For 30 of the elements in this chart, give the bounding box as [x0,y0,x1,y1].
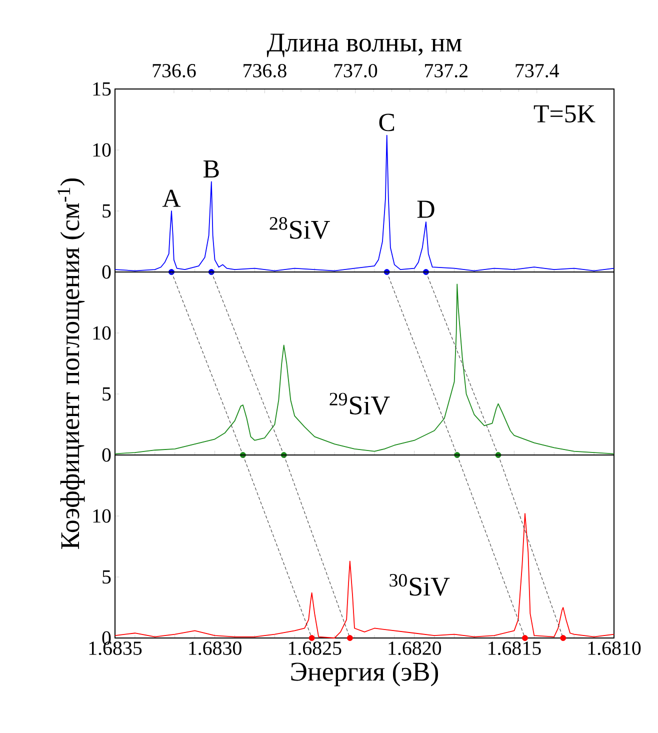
x-tick-label: 1.6830 [189,642,242,656]
x-tick-label: 1.6815 [488,642,541,656]
annotation: C [379,114,394,132]
y-tick-label: 0 [102,448,111,462]
x2-tick-label: 737.2 [425,64,468,78]
x-tick-label: 1.6810 [588,642,641,656]
x-tick-label: 1.6825 [288,642,342,656]
y-tick-label: 5 [102,570,111,584]
series-label: $^{28}$SiV [270,217,330,240]
x-tick-label: 1.6820 [388,642,442,656]
series-label: $^{29}$SiV [330,392,390,415]
annotation: T=5K [534,105,596,123]
series-label: $^{30}$SiV [390,574,450,596]
y-tick-label: 5 [102,387,111,401]
y-tick-label: 0 [102,265,111,279]
x2-tick-label: 737.0 [334,64,378,78]
y-tick-label: 10 [93,143,111,157]
y-tick-label: 15 [93,82,111,96]
y-axis-title: Коэффициент поглощения (см$^{-1}$) [58,178,85,549]
x2-axis-title: Длина волны, нм [266,34,462,58]
x2-tick-label: 737.4 [516,64,559,78]
x2-tick-label: 736.6 [152,64,196,78]
y-tick-label: 10 [93,326,111,340]
annotation: D [417,200,434,218]
x2-tick-label: 736.8 [244,64,286,78]
x-axis-title: Энергия (эВ) [291,662,438,686]
annotation: B [204,160,219,178]
annotation: A [162,190,181,207]
y-tick-label: 5 [102,204,111,218]
y-tick-label: 10 [93,509,111,523]
